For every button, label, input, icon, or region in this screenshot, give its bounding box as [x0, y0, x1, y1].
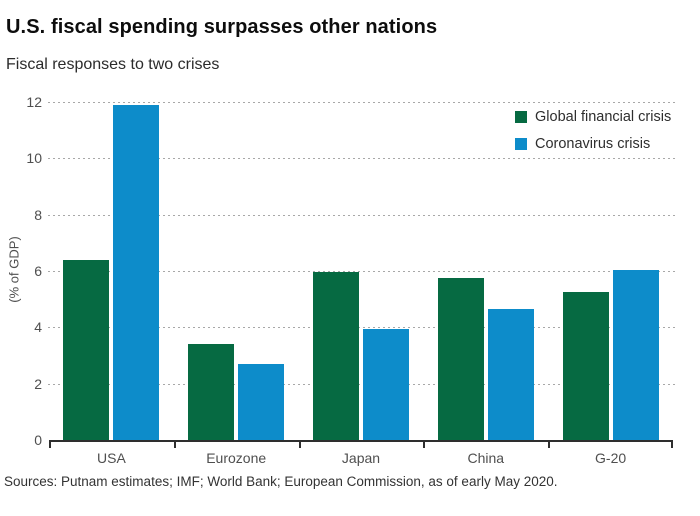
gridline-y-8 — [48, 214, 677, 216]
legend-swatch-green — [515, 110, 527, 123]
legend-item-global-financial-crisis: Global financial crisis — [515, 103, 671, 130]
y-axis-tick-label: 12 — [26, 94, 42, 110]
bar-eurozone-global-financial-crisis — [188, 344, 235, 440]
bar-china-coronavirus-crisis — [487, 309, 534, 440]
gridline-y-10 — [48, 158, 677, 160]
chart-subtitle: Fiscal responses to two crises — [6, 56, 220, 73]
bar-eurozone-coronavirus-crisis — [238, 363, 285, 440]
gridline-y-6 — [48, 271, 677, 272]
y-axis-tick-label: 8 — [34, 206, 42, 223]
legend: Global financial crisis Coronavirus cris… — [515, 103, 671, 157]
x-axis-label-usa: USA — [97, 450, 126, 466]
x-axis-label-china: China — [467, 450, 505, 466]
legend-label: Coronavirus crisis — [535, 135, 651, 152]
x-axis-tick — [298, 440, 301, 448]
y-axis-tick-label: 2 — [34, 375, 42, 392]
gridline-y-4 — [48, 327, 677, 329]
x-axis-tick — [49, 440, 51, 448]
bar-usa-coronavirus-crisis — [113, 104, 160, 440]
x-axis-label-japan: Japan — [341, 450, 381, 466]
legend-label: Global financial crisis — [535, 108, 672, 125]
bar-g-20-coronavirus-crisis — [612, 269, 659, 440]
bar-japan-coronavirus-crisis — [363, 328, 409, 440]
y-axis-tick-label: 10 — [26, 150, 42, 167]
x-axis-label-eurozone: Eurozone — [206, 450, 267, 466]
legend-swatch-blue — [515, 137, 527, 150]
x-axis-tick — [173, 440, 176, 448]
x-axis-line — [49, 440, 673, 442]
bar-japan-global-financial-crisis — [313, 272, 359, 440]
x-axis-tick — [423, 440, 426, 448]
bar-usa-global-financial-crisis — [63, 259, 110, 440]
bar-china-global-financial-crisis — [437, 278, 484, 440]
chart-title: U.S. fiscal spending surpasses other nat… — [6, 16, 438, 38]
y-axis-tick-label: 6 — [34, 263, 42, 279]
y-axis-tick-label: 0 — [34, 432, 42, 448]
legend-item-coronavirus-crisis: Coronavirus crisis — [515, 130, 671, 157]
x-axis-tick — [548, 440, 551, 448]
x-axis-label-g-20: G-20 — [595, 450, 627, 466]
source-note: Sources: Putnam estimates; IMF; World Ba… — [4, 474, 558, 489]
bar-g-20-global-financial-crisis — [562, 292, 609, 440]
gridline-y-12 — [48, 102, 677, 103]
y-axis-tick-label: 4 — [34, 319, 42, 336]
gridline-y-2 — [48, 383, 677, 385]
x-axis-tick — [671, 440, 673, 448]
